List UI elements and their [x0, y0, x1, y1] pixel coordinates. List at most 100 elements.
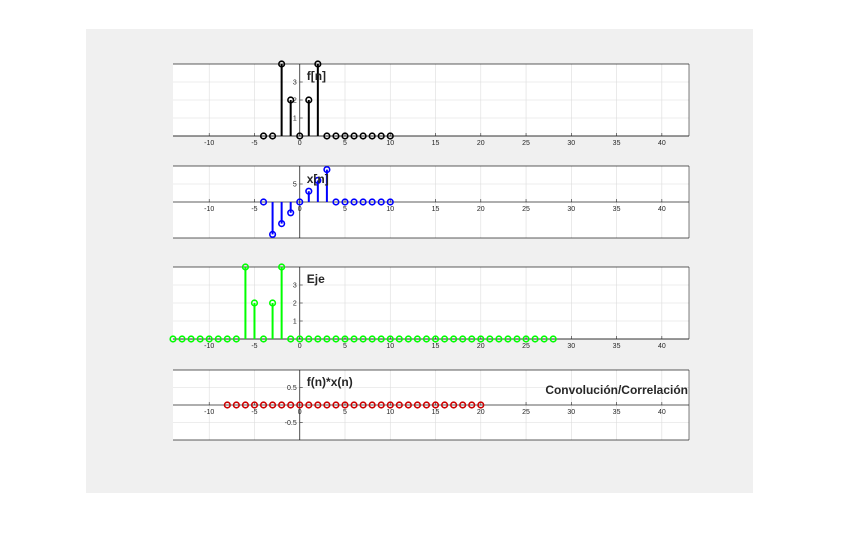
plot4-stem-marker	[296, 401, 304, 409]
plot3-stem-marker	[377, 335, 385, 343]
plot4-x-tick-label: 40	[658, 409, 666, 416]
plot4-stem-marker	[359, 401, 367, 409]
plot3-stem-marker	[495, 335, 503, 343]
plot3-stem-marker	[404, 335, 412, 343]
plot3-title: Eje	[307, 272, 325, 286]
plot3-x-tick-label: -5	[251, 343, 257, 350]
plot4-x-tick-label: 25	[522, 409, 530, 416]
plot3-stem-marker	[232, 335, 240, 343]
plot3-stem-marker	[549, 335, 557, 343]
plot3-y-tick-label: 3	[293, 283, 297, 290]
plot4-stem-marker	[323, 401, 331, 409]
plot4-stem-marker	[431, 401, 440, 409]
plot3-stem-marker	[196, 335, 204, 343]
plot1-y-tick-label: 2	[293, 98, 297, 105]
plot3-stem-marker	[477, 335, 485, 343]
plot4-stem-marker	[250, 401, 259, 409]
plot3-x-tick-label: 30	[567, 343, 575, 350]
plot4-stem-marker	[223, 401, 231, 409]
plot4-x-tick-label: 15	[432, 409, 440, 416]
plot2-x-tick-label: 40	[658, 206, 666, 213]
plot3-stem-marker	[431, 335, 440, 343]
plot1-stem-marker	[350, 132, 358, 140]
plot3-x-tick-label: 25	[522, 343, 530, 350]
plot3-stem-marker	[278, 263, 286, 271]
plot3-stem-marker	[386, 335, 394, 343]
plot4-stem-marker	[440, 401, 449, 409]
plot4-title: f(n)*x(n)	[307, 375, 353, 389]
plot4-stem-marker	[341, 401, 349, 409]
plot3-stem-marker	[413, 335, 422, 343]
plot2-stem-marker	[259, 198, 268, 206]
plot4-y-tick-label: 0.5	[287, 385, 297, 392]
plot3-x-tick-label: 15	[432, 343, 440, 350]
plot3-x-tick-label: 5	[343, 343, 347, 350]
plot3-stem-marker	[522, 335, 530, 343]
plot1-stem-marker	[268, 132, 277, 140]
plot1-x-tick-label: 5	[343, 140, 347, 147]
plot3-stem-marker	[241, 263, 250, 271]
plot3-stem-marker	[531, 335, 539, 343]
plot3-stem-marker	[504, 335, 512, 343]
plot1-stem-marker	[305, 96, 313, 104]
plot3-stem-marker	[513, 335, 521, 343]
plot3-stem-marker	[287, 335, 295, 343]
figure-panel: -10 -5 0 5 10 15 20 25 30 35 40 1 2 3 f[n] -10 -5 0 5 10 15 2…	[86, 29, 753, 493]
plot3-stem-marker	[468, 335, 476, 343]
plot4-annotation: Convolución/Correlación	[545, 383, 688, 397]
plot4-stem-marker	[259, 401, 268, 409]
plot1-title: f[n]	[307, 69, 326, 83]
plot2-stem-marker	[314, 176, 322, 184]
plot4-stem-marker	[278, 401, 286, 409]
plot3-stem-marker	[359, 335, 367, 343]
plot3-stem-marker	[368, 335, 376, 343]
plot2-x-tick-label: 10	[386, 206, 394, 213]
plot4-stem-marker	[268, 401, 277, 409]
plot3-stem-marker	[422, 335, 431, 343]
plot4-stem-marker	[468, 401, 476, 409]
plot4-stem-marker	[232, 401, 240, 409]
plot3-stem-marker	[305, 335, 313, 343]
plot2-x-tick-label: -5	[251, 206, 257, 213]
plot2-stem-marker	[368, 198, 376, 206]
plot4-stem-marker	[368, 401, 376, 409]
plot3-axes: -10 -5 0 5 10 15 20 25 30 35 40 1 2 3 Eje	[169, 263, 690, 350]
plot1-x-tick-label: 20	[477, 140, 485, 147]
plot2-stem-marker	[287, 209, 295, 217]
plot4-x-tick-label: 35	[613, 409, 621, 416]
plot1-stem-marker	[368, 132, 376, 140]
plot1-x-tick-label: -10	[204, 140, 214, 147]
plot1-x-tick-label: 15	[432, 140, 440, 147]
plot3-stem-marker	[223, 335, 231, 343]
plot1-stem-marker	[359, 132, 367, 140]
plot3-stem-marker	[314, 335, 322, 343]
plot3-stem-marker	[440, 335, 449, 343]
plot3-stem-marker	[178, 335, 186, 343]
plot3-stem-marker	[250, 299, 259, 307]
plot1-stem-marker	[332, 132, 340, 140]
plot2-x-tick-label: 30	[567, 206, 575, 213]
plot4-stem-marker	[422, 401, 431, 409]
plot2-x-tick-label: 5	[343, 206, 347, 213]
plot1-x-tick-label: 10	[386, 140, 394, 147]
plot4-stem-marker	[377, 401, 385, 409]
plot3-x-tick-label: -10	[204, 343, 214, 350]
plot3-stem-marker	[169, 335, 177, 343]
plot1-x-tick-label: 0	[298, 140, 302, 147]
plot1-stem-marker	[287, 96, 295, 104]
plot3-y-tick-label: 2	[293, 301, 297, 308]
plot3-stem-marker	[268, 299, 277, 307]
plot4-stem-marker	[459, 401, 467, 409]
plot2-stem-marker	[359, 198, 367, 206]
plot2-x-tick-label: 15	[432, 206, 440, 213]
plot3-stem-marker	[450, 335, 458, 343]
plot2-x-tick-label: 25	[522, 206, 530, 213]
plot3-x-tick-label: 40	[658, 343, 666, 350]
plot1-x-tick-label: 30	[567, 140, 575, 147]
plot2-title: x[n]	[307, 172, 329, 186]
plot4-axes: -10 -5 0 5 10 15 20 25 30 35 40 0.5 -0.5 f(n)*x(n) Con…	[173, 369, 690, 441]
plot3-stem-marker	[459, 335, 467, 343]
plot4-x-tick-label: 20	[477, 409, 485, 416]
plot1-stem-marker	[259, 132, 268, 140]
plot4-stem-marker	[332, 401, 340, 409]
